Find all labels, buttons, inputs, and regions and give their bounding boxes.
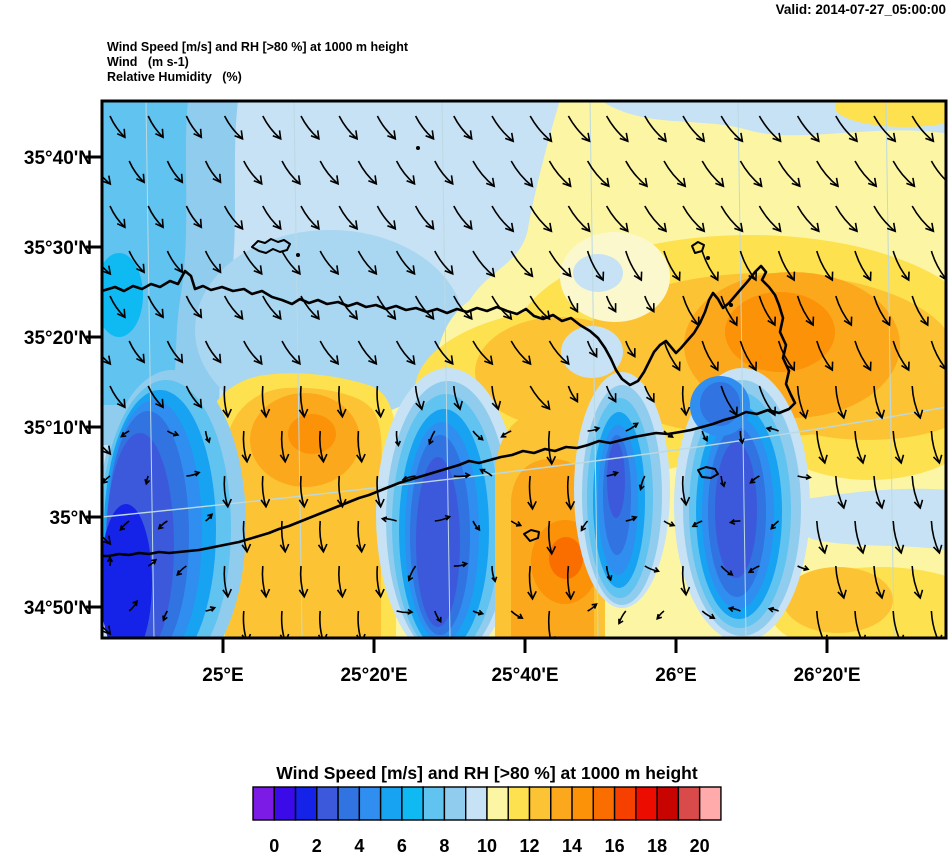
- colorbar-cell: [422, 786, 446, 821]
- colorbar-cell: [550, 786, 573, 821]
- colorbar-cell: [507, 786, 531, 821]
- crete-coastline: [103, 146, 797, 558]
- colorbar-title: Wind Speed [m/s] and RH [>80 %] at 1000 …: [276, 763, 698, 783]
- colorbar-tick-label: 16: [605, 836, 625, 854]
- plot-title-line3: Relative Humidity (%): [107, 70, 242, 84]
- colorbar-cell: [592, 786, 616, 821]
- colorbar-cell: [635, 786, 658, 821]
- colorbar-cell: [571, 786, 595, 821]
- colorbar-tick-labels: 0 2 4 6 8 10 12 14 16 18 20: [269, 836, 709, 854]
- wind-speed-contour-fills: [103, 102, 945, 637]
- colorbar-cell: [656, 786, 680, 821]
- colorbar-tick-label: 10: [477, 836, 497, 854]
- colorbar-tick-label: 2: [312, 836, 322, 854]
- lat-tick-label: 35°N: [50, 508, 92, 529]
- colorbar-tick-label: 4: [354, 836, 364, 854]
- lon-tick-label: 25°20'E: [340, 665, 407, 686]
- lon-tick-label: 26°20'E: [793, 665, 860, 686]
- colorbar-cell: [273, 786, 297, 821]
- colorbar-cell: [294, 786, 318, 821]
- colorbar-tick-label: 8: [439, 836, 449, 854]
- colorbar-cell: [358, 786, 382, 821]
- lat-tick-label: 35°40'N: [24, 148, 92, 169]
- colorbar-tick-label: 12: [519, 836, 539, 854]
- axis-ticks: [86, 155, 829, 653]
- colorbar-tick-label: 18: [647, 836, 667, 854]
- colorbar: [252, 786, 722, 821]
- valid-time-label: Valid: 2014-07-27_05:00:00: [776, 2, 946, 17]
- colorbar-cell: [316, 786, 339, 821]
- colorbar-cell: [252, 786, 275, 821]
- axis-labels: 35°40'N 35°30'N 35°20'N 35°10'N 35°N 34°50'N 2…: [24, 148, 861, 686]
- lat-tick-label: 35°10'N: [24, 418, 92, 439]
- lon-tick-label: 25°40'E: [491, 665, 558, 686]
- lat-tick-label: 35°20'N: [24, 328, 92, 349]
- plot-title-line1: Wind Speed [m/s] and RH [>80 %] at 1000 …: [107, 40, 409, 54]
- plot-title-line2: Wind (m s-1): [107, 55, 189, 69]
- colorbar-tick-label: 20: [690, 836, 710, 854]
- wind-vector-arrows: [103, 115, 945, 637]
- lon-tick-label: 26°E: [655, 665, 696, 686]
- lon-tick-label: 25°E: [202, 665, 243, 686]
- colorbar-cell: [401, 786, 424, 821]
- colorbar-cell: [677, 786, 701, 821]
- colorbar-cell: [698, 786, 722, 821]
- graticule-lines: [103, 102, 945, 637]
- colorbar-cell: [379, 786, 403, 821]
- lat-tick-label: 35°30'N: [24, 238, 92, 259]
- colorbar-cell: [528, 786, 552, 821]
- colorbar-cell: [486, 786, 509, 821]
- colorbar-cell: [465, 786, 488, 821]
- colorbar-cell: [443, 786, 467, 821]
- colorbar-cell: [613, 786, 637, 821]
- colorbar-tick-label: 14: [562, 836, 582, 854]
- colorbar-tick-label: 6: [397, 836, 407, 854]
- colorbar-tick-label: 0: [269, 836, 279, 854]
- lat-tick-label: 34°50'N: [24, 598, 92, 619]
- colorbar-cell: [337, 786, 361, 821]
